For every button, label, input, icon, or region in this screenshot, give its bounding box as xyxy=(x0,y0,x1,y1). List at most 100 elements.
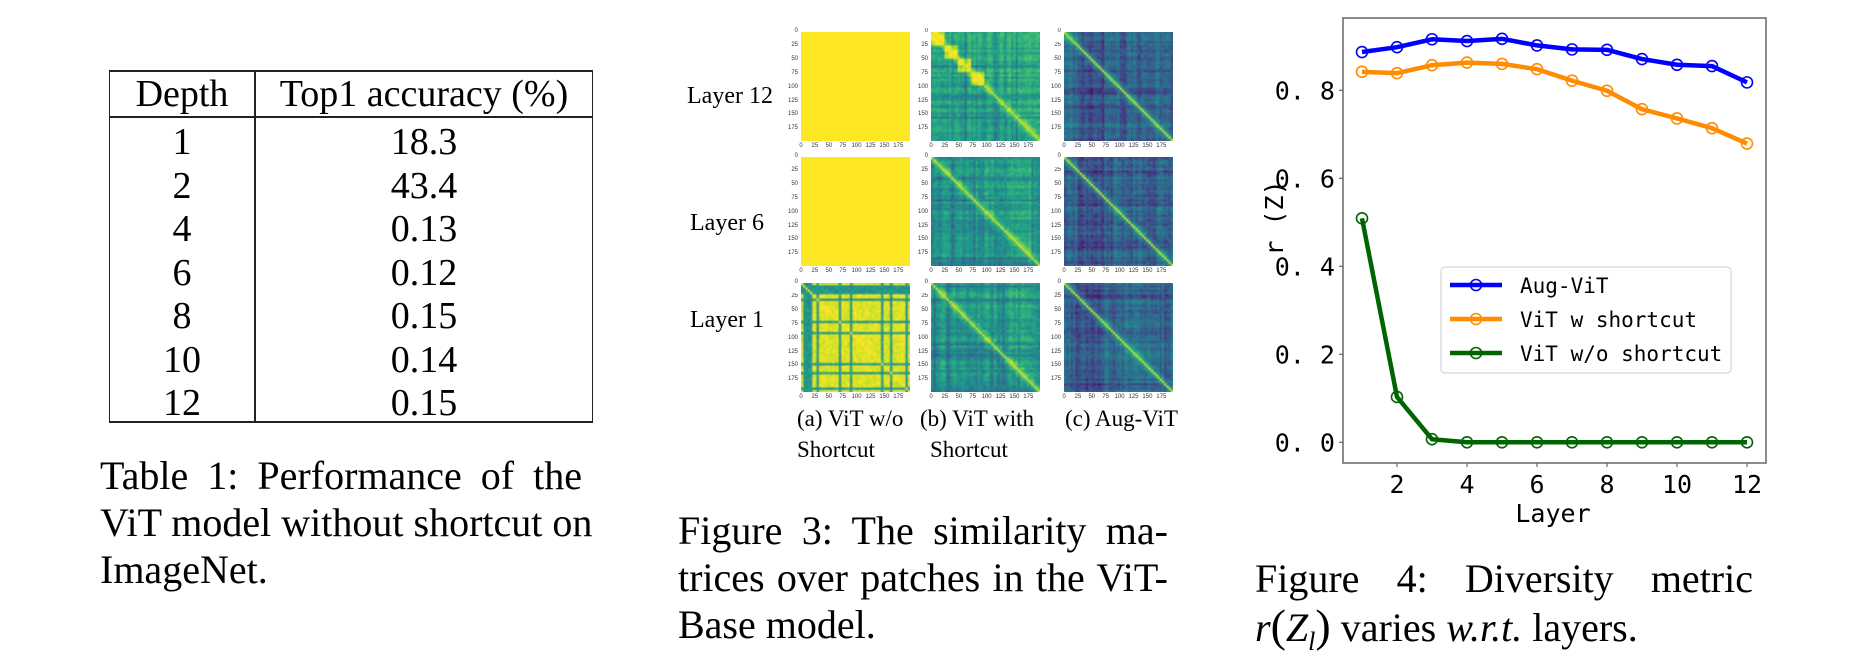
subcaption-b-line1: (b) ViT with xyxy=(920,406,1035,431)
table-cell-accuracy: 0.15 xyxy=(390,295,458,337)
matrix-y-tick-label: 125 xyxy=(917,222,928,229)
caption-line: Table 1: Performance of the xyxy=(100,453,582,498)
matrix-x-tick-label: 125 xyxy=(995,268,1006,274)
data-point-marker xyxy=(1460,435,1474,449)
matrix-y-tick-label: 100 xyxy=(787,83,798,90)
matrix-x-tick-label: 100 xyxy=(1114,143,1125,149)
matrix-y-tick-label: 0 xyxy=(1057,28,1061,34)
matrix-x-tick-label: 100 xyxy=(851,143,862,149)
matrix-x-tick-label: 50 xyxy=(825,268,833,274)
matrix-y-tick-label: 75 xyxy=(791,69,798,76)
matrix-x-tick-label: 75 xyxy=(969,143,977,149)
matrix-x-tick-label: 50 xyxy=(1088,143,1096,149)
plot-frame xyxy=(1342,17,1767,464)
table-cell-depth: 10 xyxy=(163,338,201,381)
matrix-x-tick-label: 25 xyxy=(811,143,819,149)
matrix-y-tick-label: 125 xyxy=(787,348,798,355)
row-label-layer-12: Layer 12 xyxy=(687,83,773,109)
data-point-marker xyxy=(1390,66,1404,80)
matrix-y-tick-label: 100 xyxy=(1050,334,1061,341)
similarity-matrix-c-layer-6 xyxy=(1064,157,1173,266)
matrix-y-tick-label: 125 xyxy=(917,97,928,104)
caption-line: ViT model without shortcut on xyxy=(100,500,593,545)
heatmap-canvas xyxy=(1064,157,1173,266)
matrix-x-tick-label: 0 xyxy=(929,143,933,149)
matrix-x-tick-label: 100 xyxy=(981,394,992,400)
series-line xyxy=(1361,60,1748,146)
x-tick-label: 2 xyxy=(1389,470,1404,499)
matrix-y-tick-label: 50 xyxy=(1054,55,1061,62)
matrix-y-tick-label: 50 xyxy=(921,306,928,313)
data-point-marker xyxy=(1740,137,1754,150)
matrix-y-tick-label: 175 xyxy=(787,125,798,132)
data-point-marker xyxy=(1635,435,1649,449)
legend-label: Aug-ViT xyxy=(1520,274,1609,298)
data-point-marker xyxy=(1565,43,1579,56)
caption-text: layers. xyxy=(1522,605,1638,650)
matrix-x-tick-label: 75 xyxy=(839,268,847,274)
data-point-marker xyxy=(1355,65,1369,79)
matrix-x-tick-label: 125 xyxy=(865,143,876,149)
subcaption-a-line2: Shortcut xyxy=(797,437,875,462)
matrix-y-tick-label: 0 xyxy=(1057,279,1061,285)
data-point-marker xyxy=(1390,40,1404,54)
matrix-x-tick-label: 75 xyxy=(839,143,847,149)
matrix-x-tick-label: 75 xyxy=(839,394,847,400)
data-point-marker xyxy=(1600,43,1614,57)
legend-marker-icon xyxy=(1469,278,1483,292)
matrix-x-tick-label: 50 xyxy=(825,394,833,400)
heatmap-canvas xyxy=(931,157,1040,266)
matrix-x-tick-label: 125 xyxy=(1128,268,1139,274)
data-point-marker xyxy=(1635,102,1649,116)
table-header-rule xyxy=(110,116,592,118)
matrix-x-tick-label: 175 xyxy=(1023,268,1034,274)
caption-italic: w.r.t. xyxy=(1446,605,1523,650)
legend-marker-icon xyxy=(1469,346,1483,360)
matrix-x-tick-label: 50 xyxy=(1088,394,1096,400)
matrix-y-tick-label: 50 xyxy=(921,180,928,187)
data-point-marker xyxy=(1355,212,1369,225)
matrix-y-tick-label: 25 xyxy=(791,292,798,299)
data-point-marker xyxy=(1635,52,1649,66)
matrix-x-tick-label: 0 xyxy=(929,394,933,400)
table-cell-depth: 6 xyxy=(172,251,192,294)
matrix-y-tick-label: 125 xyxy=(1050,222,1061,229)
matrix-y-tick-label: 125 xyxy=(787,222,798,229)
data-point-marker xyxy=(1740,76,1754,89)
series-vit-w-shortcut xyxy=(1355,56,1754,150)
matrix-y-tick-label: 50 xyxy=(791,55,798,62)
matrix-x-tick-label: 125 xyxy=(865,394,876,400)
matrix-x-tick-label: 25 xyxy=(1074,143,1082,149)
heatmap-canvas xyxy=(1064,32,1173,141)
data-point-marker xyxy=(1565,435,1579,449)
matrix-y-tick-label: 0 xyxy=(794,279,798,285)
matrix-y-tick-label: 175 xyxy=(1050,125,1061,132)
data-point-marker xyxy=(1460,56,1474,69)
matrix-y-tick-label: 0 xyxy=(1057,153,1061,159)
data-point-marker xyxy=(1355,45,1369,59)
table-cell-depth: 12 xyxy=(163,382,201,424)
matrix-x-tick-label: 175 xyxy=(893,268,904,274)
matrix-x-tick-label: 50 xyxy=(825,143,833,149)
series-aug-vit xyxy=(1355,32,1754,89)
matrix-y-tick-label: 175 xyxy=(1050,376,1061,383)
matrix-y-tick-label: 75 xyxy=(921,194,928,201)
figure-3-caption: Figure 3: The similarity ma- trices over… xyxy=(678,507,1168,648)
table-header-depth: Depth xyxy=(135,73,229,115)
matrix-x-tick-label: 50 xyxy=(955,268,963,274)
matrix-x-tick-label: 0 xyxy=(799,394,803,400)
matrix-y-tick-label: 25 xyxy=(1054,292,1061,299)
matrix-y-tick-label: 125 xyxy=(1050,348,1061,355)
matrix-y-tick-label: 0 xyxy=(924,28,928,34)
matrix-y-tick-label: 25 xyxy=(791,41,798,48)
math-subscript: l xyxy=(1308,627,1316,656)
x-tick-label: 10 xyxy=(1662,470,1692,499)
table-header-accuracy: Top1 accuracy (%) xyxy=(279,73,569,115)
matrix-x-tick-label: 25 xyxy=(941,143,949,149)
matrix-x-tick-label: 125 xyxy=(865,268,876,274)
matrix-y-tick-label: 75 xyxy=(1054,69,1061,76)
matrix-y-tick-label: 125 xyxy=(917,348,928,355)
matrix-x-tick-label: 25 xyxy=(941,394,949,400)
matrix-y-tick-label: 150 xyxy=(1050,236,1061,243)
matrix-y-tick-label: 100 xyxy=(917,334,928,341)
